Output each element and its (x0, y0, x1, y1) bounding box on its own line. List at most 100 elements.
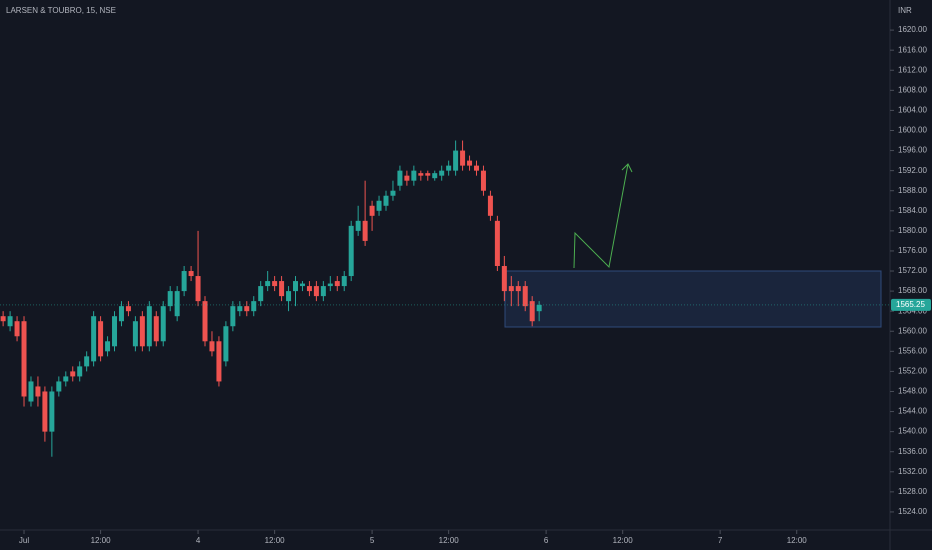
candle-body (118, 306, 124, 322)
y-tick-label: 1612.00 (898, 65, 927, 74)
candle-body (28, 381, 34, 402)
candle-body (494, 220, 500, 267)
candle-body (167, 291, 173, 307)
y-tick-label: 1528.00 (898, 487, 927, 496)
candle-body (132, 321, 138, 347)
candle-body (21, 321, 27, 397)
x-tick-label: 12:00 (439, 536, 460, 545)
candle-body (334, 281, 340, 287)
candle-body (139, 316, 145, 347)
y-tick-label: 1592.00 (898, 166, 927, 175)
y-tick-label: 1620.00 (898, 25, 927, 34)
x-tick-label: 4 (196, 536, 201, 545)
x-tick-label: 6 (544, 536, 549, 545)
candle-body (425, 173, 431, 176)
y-tick-label: 1552.00 (898, 367, 927, 376)
x-tick-label: 12:00 (787, 536, 808, 545)
candle-body (188, 271, 194, 277)
candle-body (230, 306, 236, 327)
y-tick-label: 1596.00 (898, 146, 927, 155)
projection-arrow (573, 163, 629, 269)
y-tick-label: 1580.00 (898, 226, 927, 235)
candle-body (125, 306, 131, 312)
y-tick-label: 1600.00 (898, 126, 927, 135)
candle-body (49, 391, 55, 432)
y-tick-label: 1604.00 (898, 106, 927, 115)
candle-body (35, 386, 41, 397)
candle-body (529, 301, 535, 322)
candle-body (508, 286, 514, 292)
last-price-label: 1565.25 (896, 300, 925, 309)
candle-body (383, 195, 389, 206)
y-tick-label: 1532.00 (898, 467, 927, 476)
candle-body (313, 286, 319, 297)
candle-body (237, 306, 243, 312)
chart-title: LARSEN & TOUBRO, 15, NSE (6, 6, 116, 15)
y-tick-label: 1588.00 (898, 186, 927, 195)
candle-body (265, 281, 271, 287)
x-tick-label: 5 (370, 536, 375, 545)
candle-body (286, 291, 292, 302)
candle-body (77, 366, 83, 377)
y-tick-label: 1524.00 (898, 507, 927, 516)
x-tick-label: 7 (718, 536, 723, 545)
candle-body (279, 281, 285, 297)
candle-body (536, 304, 542, 312)
last-price-tag (891, 298, 931, 311)
candle-body (7, 316, 13, 327)
candle-body (299, 283, 305, 287)
y-tick-label: 1616.00 (898, 45, 927, 54)
candle-body (369, 205, 375, 216)
candle-body (446, 165, 452, 171)
candle-body (453, 150, 459, 171)
candle-body (84, 356, 90, 367)
y-tick-label: 1576.00 (898, 246, 927, 255)
candle-body (153, 316, 159, 342)
candle-body (376, 200, 382, 211)
candle-body (327, 283, 333, 287)
candle-body (467, 160, 473, 166)
candle-body (146, 306, 152, 347)
candle-body (306, 286, 312, 292)
candle-body (515, 286, 521, 292)
candle-body (174, 291, 180, 317)
candle-body (473, 165, 479, 171)
candle-body (258, 286, 264, 302)
candle-body (202, 301, 208, 342)
candle-body (341, 276, 347, 287)
candle-body (418, 173, 424, 176)
candle-body (320, 286, 326, 297)
demand-zone (504, 270, 882, 328)
candle-body (56, 381, 62, 392)
y-tick-label: 1584.00 (898, 206, 927, 215)
candle-body (411, 170, 417, 181)
candle-body (14, 321, 20, 337)
y-tick-label: 1568.00 (898, 286, 927, 295)
candle-body (223, 326, 229, 362)
candle-body (195, 276, 201, 302)
candle-body (432, 173, 438, 179)
candle-body (42, 391, 48, 432)
candle-body (293, 281, 299, 292)
candle-body (0, 316, 6, 322)
x-tick-label: 12:00 (613, 536, 634, 545)
candle-body (390, 190, 396, 196)
x-tick-label: 12:00 (265, 536, 286, 545)
x-tick-label: Jul (19, 536, 29, 545)
candle-body (355, 220, 361, 231)
arrow-head (621, 163, 633, 173)
y-tick-label: 1544.00 (898, 407, 927, 416)
candle-body (244, 306, 250, 312)
candle-body (251, 301, 257, 312)
y-tick-label: 1608.00 (898, 85, 927, 94)
candle-body (63, 376, 69, 382)
candle-body (209, 341, 215, 352)
candle-body (397, 170, 403, 186)
y-tick-label: 1572.00 (898, 266, 927, 275)
y-tick-label: 1540.00 (898, 427, 927, 436)
candle-body (91, 316, 97, 362)
currency-label: INR (898, 6, 912, 15)
y-tick-label: 1560.00 (898, 326, 927, 335)
candle-body (487, 195, 493, 216)
candle-body (362, 220, 368, 241)
